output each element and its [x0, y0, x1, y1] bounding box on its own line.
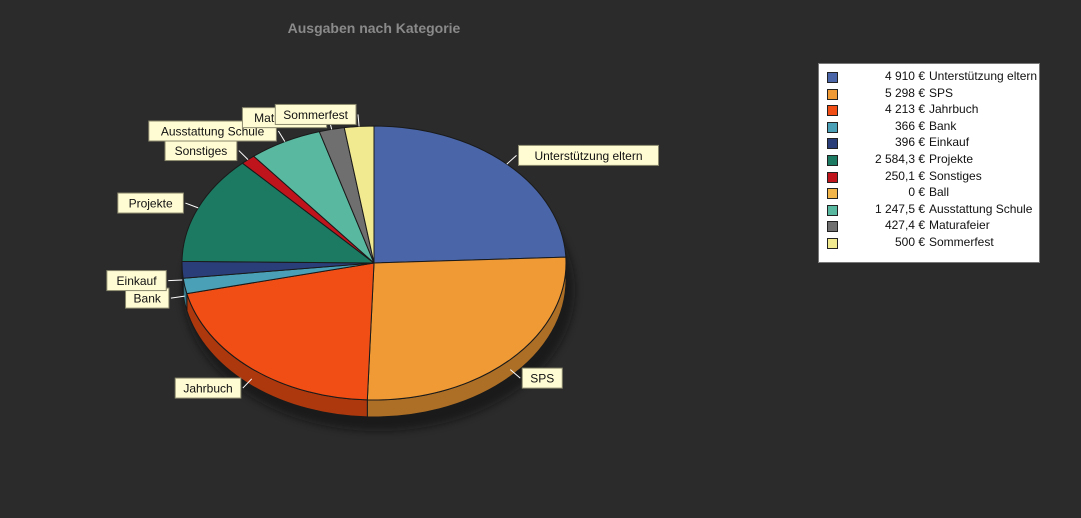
legend-swatch	[827, 221, 838, 233]
callout-einkauf: Einkauf	[106, 270, 183, 292]
callout-box	[106, 270, 167, 292]
legend-label: Einkauf	[929, 135, 970, 150]
legend-value: 396 €	[894, 135, 925, 150]
pie-slice-sps[interactable]	[366, 256, 567, 401]
legend: 4 910 € Unterstützung eltern 5 298 € SPS 4 2…	[818, 63, 1040, 263]
callout-leader	[277, 130, 286, 142]
legend-item-jahrbuch[interactable]: 4 213 € Jahrbuch	[819, 101, 1039, 118]
callout-leader	[168, 279, 183, 282]
legend-item-einkauf[interactable]: 396 € Einkauf	[819, 134, 1039, 151]
legend-swatch	[827, 138, 838, 150]
callout-label: Projekte	[129, 197, 173, 211]
legend-value: 1 247,5 €	[874, 201, 925, 216]
legend-value: 500 €	[894, 234, 925, 249]
legend-item-sommerfest[interactable]: 500 € Sommerfest	[819, 234, 1039, 251]
pie-slice-jahrbuch[interactable]	[186, 262, 375, 401]
callout-leader	[357, 114, 360, 127]
legend-label: Bank	[929, 118, 957, 133]
legend-swatch	[827, 154, 838, 166]
legend-label: SPS	[929, 85, 954, 100]
callout-bank: Bank	[125, 287, 185, 309]
callout-projekte: Projekte	[117, 192, 199, 214]
legend-value: 427,4 €	[884, 218, 925, 233]
legend-value: 366 €	[894, 118, 925, 133]
legend-label: Sommerfest	[929, 234, 994, 249]
callout-label: Ausstattung Schule	[161, 125, 265, 139]
legend-label: Unterstützung eltern	[929, 69, 1038, 83]
callout-sps: SPS	[509, 367, 563, 389]
legend-value: 0 €	[908, 185, 925, 200]
callout-label: SPS	[530, 372, 554, 386]
callout-leader	[238, 150, 249, 160]
legend-value: 4 213 €	[884, 102, 925, 117]
legend-label: Ball	[929, 185, 950, 200]
callout-sommerfest: Sommerfest	[274, 103, 360, 127]
legend-item-ausstattung-schule[interactable]: 1 247,5 € Ausstattung Schule	[819, 201, 1039, 218]
legend-swatch	[827, 204, 838, 216]
legend-item-sonstiges[interactable]: 250,1 € Sonstiges	[819, 168, 1039, 185]
callout-jahrbuch: Jahrbuch	[174, 377, 253, 399]
legend-swatch	[827, 105, 838, 117]
callout-box	[518, 144, 660, 166]
pie-slice-sommerfest[interactable]	[343, 125, 375, 264]
legend-swatch	[827, 121, 838, 133]
callout-box	[521, 367, 563, 389]
legend-value: 2 584,3 €	[874, 151, 925, 166]
callout-leader	[509, 369, 521, 379]
callout-label: Bank	[134, 292, 162, 306]
legend-item-bank[interactable]: 366 € Bank	[819, 118, 1039, 135]
legend-swatch	[827, 171, 838, 183]
callout-leader	[185, 202, 199, 209]
legend-value: 250,1 €	[884, 168, 925, 183]
callout-label: Jahrbuch	[183, 382, 232, 396]
legend-swatch	[827, 188, 838, 200]
legend-swatch	[827, 88, 838, 100]
chart-title: Ausgaben nach Kategorie	[288, 20, 461, 36]
callout-sonstiges: Sonstiges	[164, 140, 249, 162]
callout-box	[117, 192, 184, 214]
callout-label: Sommerfest	[283, 108, 348, 122]
legend-label: Jahrbuch	[929, 102, 979, 117]
callout-unterstuetzung-eltern: Unterstützung eltern	[506, 144, 660, 166]
callout-label: Sonstiges	[175, 144, 228, 158]
callout-leader	[242, 378, 253, 389]
legend-item-sps[interactable]: 5 298 € SPS	[819, 85, 1039, 102]
pie-tops	[181, 125, 567, 401]
callout-leader	[170, 295, 185, 299]
callout-label: Einkauf	[117, 274, 158, 288]
legend-item-unterstuetzung-eltern[interactable]: 4 910 € Unterstützung eltern	[819, 68, 1039, 85]
legend-item-projekte[interactable]: 2 584,3 € Projekte	[819, 151, 1039, 168]
legend-label: Maturafeier	[929, 218, 990, 233]
pie-callouts: Unterstützung eltern SPS Jahrbuch Bank Einka…	[106, 103, 660, 399]
legend-item-ball[interactable]: 0 € Ball	[819, 184, 1039, 201]
callout-box	[274, 103, 357, 125]
legend-value: 5 298 €	[884, 85, 925, 100]
legend-item-maturafeier[interactable]: 427,4 € Maturafeier	[819, 217, 1039, 234]
legend-label: Ausstattung Schule	[929, 201, 1033, 216]
legend-swatch	[827, 237, 838, 249]
legend-value: 4 910 €	[884, 69, 925, 83]
legend-swatch	[827, 72, 838, 83]
legend-label: Projekte	[929, 151, 974, 166]
callout-box	[174, 377, 242, 399]
legend-label: Sonstiges	[929, 168, 982, 183]
callout-leader	[506, 155, 517, 165]
callout-label: Unterstützung eltern	[534, 149, 642, 163]
